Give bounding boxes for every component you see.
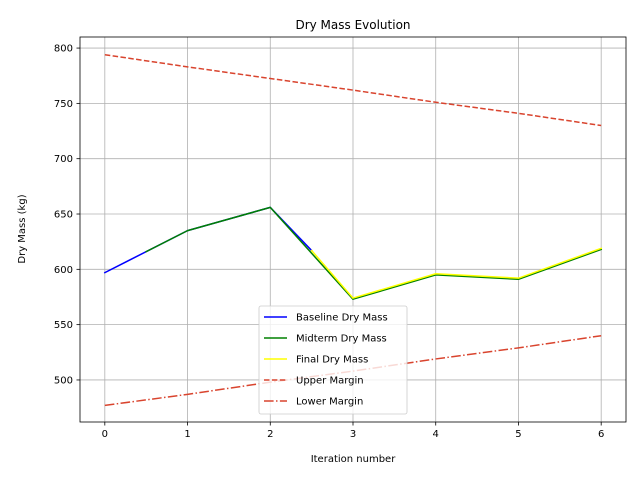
legend-box <box>258 305 408 415</box>
x-axis-label: Iteration number <box>311 454 397 465</box>
x-tick-label: 4 <box>433 429 439 440</box>
y-tick-label: 550 <box>54 320 73 331</box>
y-tick-label: 800 <box>54 44 73 55</box>
x-tick-label: 0 <box>102 429 108 440</box>
series-line-midterm-dry-mass <box>145 206 603 300</box>
x-tick-label: 3 <box>350 429 356 440</box>
grid-lines <box>80 37 626 422</box>
series-line-upper-margin <box>104 53 602 127</box>
legend-label: Baseline Dry Mass <box>296 313 388 324</box>
x-tick-label: 5 <box>515 429 521 440</box>
series-line-final-dry-mass <box>310 247 603 299</box>
legend: Baseline Dry Mass Midterm Dry Mass Final D… <box>258 305 408 415</box>
legend-label: Lower Margin <box>296 397 363 408</box>
y-axis-label: Dry Mass (kg) <box>17 194 28 263</box>
axis-ticks: 0 1 2 3 4 5 6 500 550 600 650 700 750 800 <box>54 44 604 440</box>
y-tick-label: 650 <box>54 210 73 221</box>
x-tick-label: 6 <box>598 429 604 440</box>
y-tick-label: 750 <box>54 99 73 110</box>
x-tick-label: 2 <box>267 429 273 440</box>
y-tick-label: 600 <box>54 265 73 276</box>
x-tick-label: 1 <box>184 429 190 440</box>
chart-title: Dry Mass Evolution <box>295 18 410 32</box>
legend-label: Upper Margin <box>296 376 364 387</box>
legend-label: Final Dry Mass <box>296 355 368 366</box>
legend-entries: Baseline Dry Mass Midterm Dry Mass Final D… <box>264 313 388 408</box>
legend-label: Midterm Dry Mass <box>296 334 387 345</box>
y-tick-label: 700 <box>54 154 73 165</box>
y-tick-label: 500 <box>54 375 73 386</box>
